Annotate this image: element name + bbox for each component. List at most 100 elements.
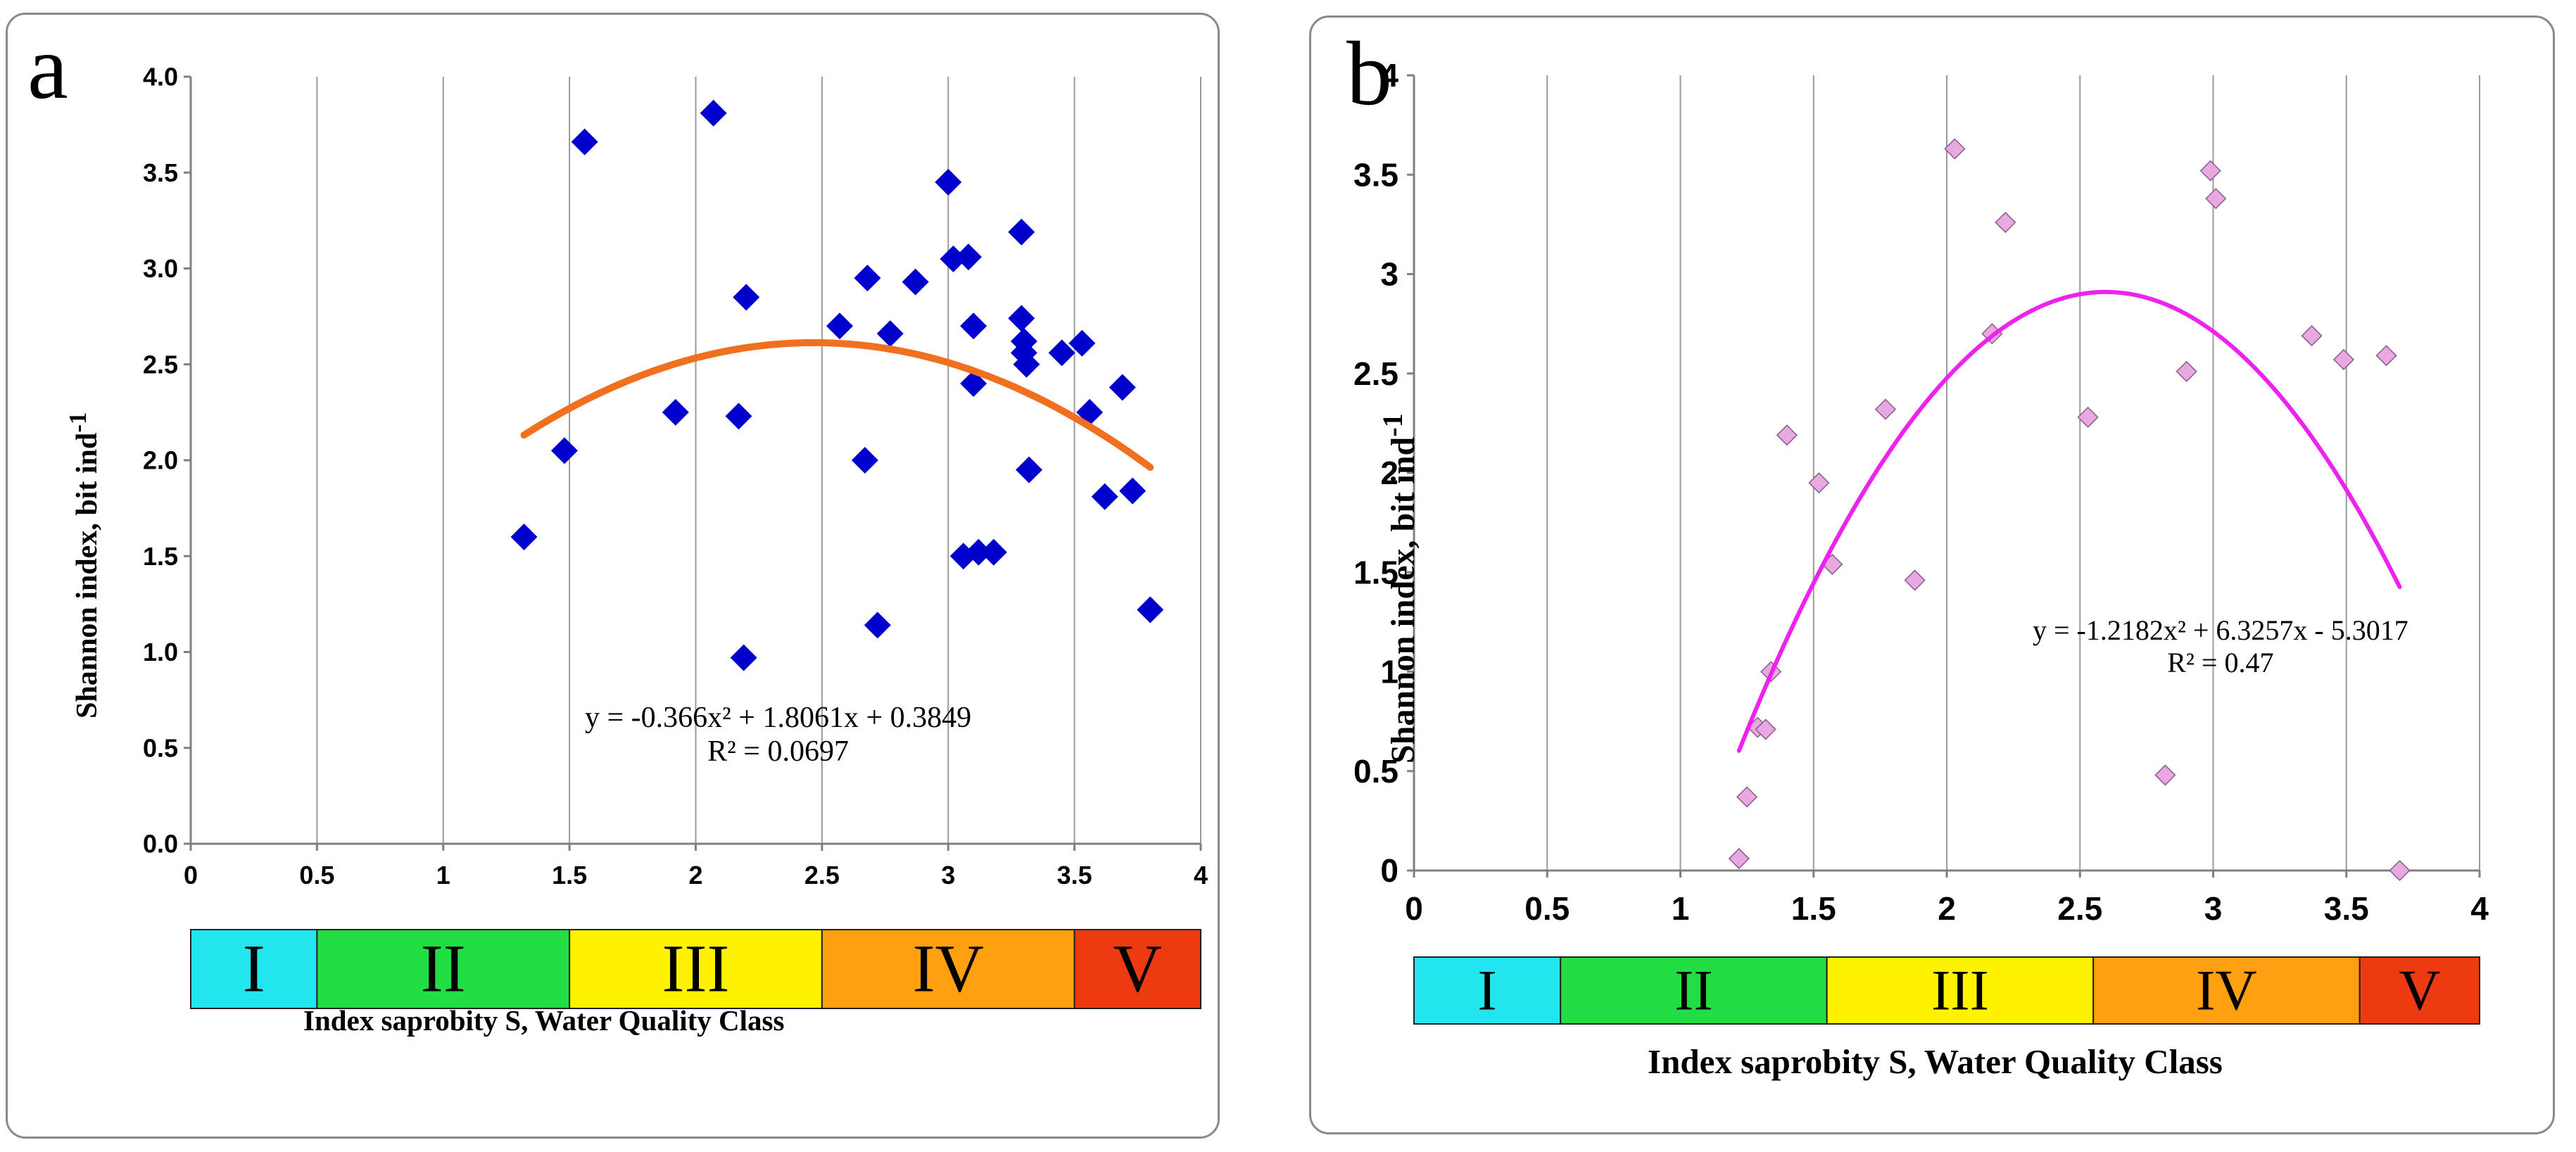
data-point-b	[2205, 188, 2227, 210]
y-tick-label-a: 1.5	[143, 542, 178, 571]
class-label-b: II	[1674, 958, 1713, 1023]
data-point-b	[2389, 859, 2411, 882]
data-point-a	[1013, 350, 1040, 378]
chart-b: 00.511.522.533.540 0.5 1 1.5 2 2.5 3 3.5 4I II III…	[1353, 57, 2489, 1025]
data-point-a	[902, 268, 929, 296]
panel-label-a: a	[27, 17, 68, 118]
class-label-b: I	[1477, 958, 1496, 1023]
data-point-a	[854, 265, 881, 292]
data-point-b	[1728, 847, 1750, 870]
x-tick-label-b: 0.5	[1524, 890, 1570, 927]
x-tick-label-a: 3.5	[1057, 861, 1092, 890]
y-tick-label-a: 2.0	[143, 446, 178, 475]
y-tick-label-b: 4	[1380, 57, 1399, 94]
data-point-a	[876, 320, 904, 348]
y-tick-label-a: 4.0	[143, 63, 178, 91]
y-tick-label-a: 0.5	[143, 733, 178, 762]
data-point-b	[2176, 360, 2197, 382]
x-tick-label-b: 3.5	[2324, 890, 2369, 927]
y-tick-label-b: 0	[1380, 852, 1399, 889]
class-band-b	[1560, 956, 1828, 1025]
class-label-a: II	[421, 931, 466, 1006]
data-point-b	[1995, 211, 2016, 234]
data-point-b	[2077, 406, 2099, 428]
data-point-b	[2375, 345, 2397, 367]
x-axis-title-b: Index saprobity S, Water Quality Class	[1648, 1042, 2223, 1081]
y-tick-label-b: 2	[1380, 455, 1399, 491]
chart-a: 0.0 0.5 1.0 1.5 2.0 2.5 3.0 3.5 4.0 0 0.5 1 1.5 2 2.5 3…	[143, 63, 1208, 1009]
y-tick-label-b: 2.5	[1353, 355, 1399, 392]
class-label-a: III	[662, 931, 730, 1006]
data-point-a	[980, 538, 1007, 566]
trend-r2-b: R² = 0.47	[2167, 647, 2274, 678]
trend-equation-text-a: y = -0.366x² + 1.8061x + 0.3849	[585, 702, 972, 734]
class-band-a	[1073, 929, 1201, 1009]
data-point-a	[662, 398, 689, 426]
data-point-a	[510, 524, 538, 550]
class-band-b	[1413, 956, 1562, 1025]
data-point-a	[864, 612, 891, 639]
class-label-a: I	[243, 931, 265, 1006]
data-point-b	[1944, 138, 1966, 160]
x-tick-label-a: 1.5	[552, 861, 587, 890]
data-point-a	[1010, 339, 1037, 367]
data-point-b	[2199, 160, 2221, 182]
x-tick-label-b: 2	[1938, 890, 1956, 927]
y-tick-label-b: 3.5	[1353, 156, 1399, 193]
data-point-a	[935, 168, 962, 196]
data-point-a	[700, 99, 727, 127]
x-tick-label-b: 1	[1672, 890, 1690, 927]
trendline-a	[520, 339, 1154, 471]
data-point-b	[2332, 348, 2355, 371]
y-tick-label-a: 2.5	[143, 350, 178, 379]
data-point-a	[1008, 218, 1035, 246]
x-tick-label-a: 4	[1194, 861, 1208, 890]
class-band-a	[316, 929, 571, 1009]
y-tick-label-b: 1.5	[1353, 554, 1399, 590]
data-point-a	[571, 128, 598, 156]
x-tick-label-a: 0	[184, 861, 198, 890]
class-label-b: III	[1931, 958, 1989, 1023]
x-tick-label-a: 2.5	[804, 861, 840, 890]
data-point-a	[733, 284, 760, 311]
class-label-a: IV	[913, 931, 984, 1006]
y-tick-label-a: 0.0	[143, 830, 178, 859]
class-label-b: IV	[2196, 958, 2257, 1023]
data-point-a	[1109, 374, 1136, 401]
data-point-a	[1008, 305, 1035, 332]
data-point-a	[730, 644, 757, 671]
x-tick-label-a: 0.5	[299, 861, 334, 890]
class-band-a	[821, 929, 1075, 1009]
class-band-b	[2359, 956, 2481, 1025]
class-band-a	[569, 929, 823, 1009]
trend-equation-a: y = -0.366x² + 1.8061x + 0.3849 R² = 0.0…	[585, 701, 971, 769]
trend-r2-a: R² = 0.0697	[707, 735, 849, 768]
x-tick-label-a: 2	[688, 861, 702, 890]
data-point-b	[1808, 472, 1830, 494]
data-point-b	[2154, 764, 2176, 786]
data-point-b	[2301, 325, 2323, 347]
data-point-a	[550, 437, 578, 464]
class-band-b	[2092, 956, 2361, 1025]
trend-equation-b: y = -1.2182x² + 6.3257x - 5.3017 R² = 0.…	[2033, 614, 2408, 679]
x-tick-label-b: 3	[2204, 890, 2223, 927]
class-band-a	[190, 929, 318, 1009]
data-point-b	[1736, 786, 1758, 808]
data-point-a	[1091, 483, 1118, 510]
x-tick-label-b: 2.5	[2057, 890, 2102, 927]
data-point-a	[954, 243, 982, 271]
data-point-b	[1874, 398, 1897, 420]
data-point-a	[1119, 477, 1147, 505]
trendline-b	[1736, 289, 2402, 753]
y-axis-title-a: Shannon index, bit ind-1	[64, 412, 103, 719]
x-tick-label-a: 1	[436, 861, 450, 890]
data-point-a	[1137, 596, 1164, 624]
x-axis-title-a: Index saprobity S, Water Quality Class	[303, 1004, 785, 1037]
panel-label-b: b	[1346, 23, 1392, 125]
data-point-a	[965, 538, 992, 566]
trend-equation-text-b: y = -1.2182x² + 6.3257x - 5.3017	[2033, 614, 2408, 646]
y-axis-title-b: Shannon index, bit ind-1	[1377, 413, 1422, 764]
chart-panel-a: a 0.0 0.5 1.0 1.5 2.0 2.5 3.0 3.5 4.0 0 0.5 1 1.5 2 2.…	[6, 13, 1220, 1139]
class-label-a: V	[1113, 931, 1162, 1006]
data-point-a	[851, 447, 878, 474]
